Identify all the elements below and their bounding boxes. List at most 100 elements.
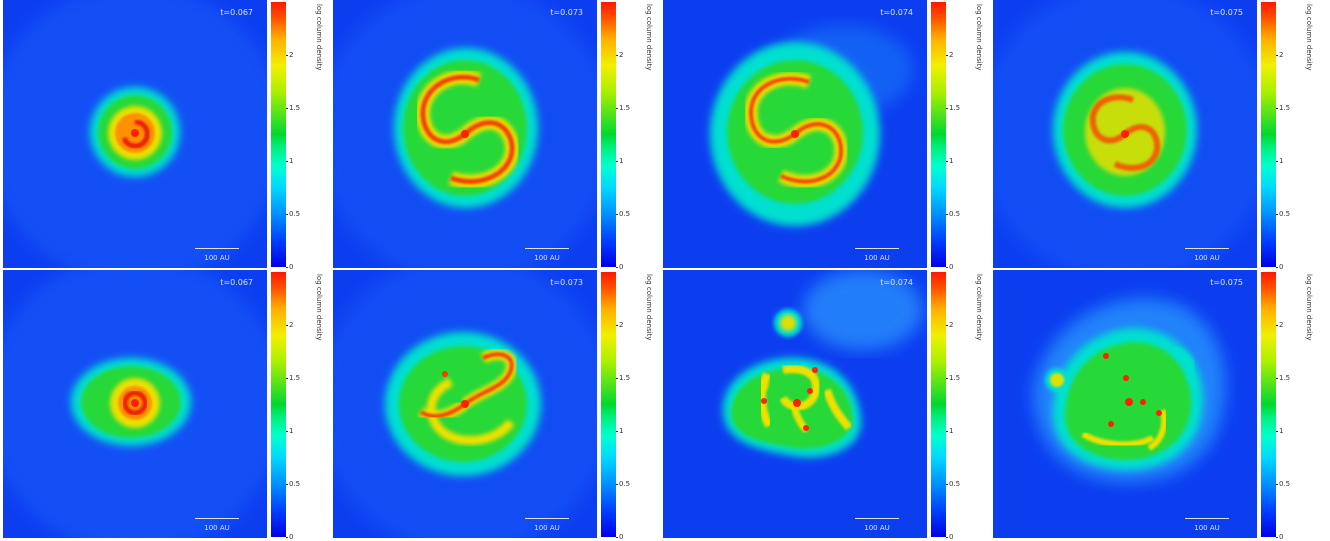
colorbar-ticks: 0 0.5 1 1.5 2 bbox=[615, 2, 636, 271]
colorbar-label-box: log column density bbox=[643, 4, 655, 94]
colorbar-tick: 0.5 bbox=[615, 210, 631, 218]
scale-bar: 100 AU bbox=[525, 248, 569, 262]
scale-bar: 100 AU bbox=[855, 248, 899, 262]
colorbar-tick: 2 bbox=[945, 51, 954, 59]
colorbar-ticks: 0 0.5 1 1.5 2 bbox=[1275, 2, 1296, 271]
scale-bar: 100 AU bbox=[855, 518, 899, 532]
colorbar-label-box: log column density bbox=[313, 274, 325, 364]
colorbar-tick: 2 bbox=[945, 321, 954, 329]
time-label: t=0.075 bbox=[1210, 8, 1243, 17]
colorbar-tick: 1 bbox=[615, 427, 624, 435]
colorbar-tick: 2 bbox=[1275, 321, 1284, 329]
colorbar-ticks: 0 0.5 1 1.5 2 bbox=[945, 272, 966, 541]
colorbar bbox=[931, 2, 946, 267]
colorbar-tick: 1.5 bbox=[945, 104, 961, 112]
colorbar-tick: 1 bbox=[1275, 157, 1284, 165]
colorbar-tick: 0.5 bbox=[615, 480, 631, 488]
time-label: t=0.074 bbox=[880, 278, 913, 287]
colorbar-tick: 1 bbox=[1275, 427, 1284, 435]
panel-cell-r0c3: t=0.075 100 AU 0 0.5 1 1.5 2 log column … bbox=[990, 0, 1320, 271]
colorbar-tick: 1 bbox=[285, 157, 294, 165]
colorbar-tick: 0 bbox=[945, 263, 954, 271]
colorbar-ticks: 0 0.5 1 1.5 2 bbox=[285, 272, 306, 541]
colorbar-tick: 2 bbox=[285, 51, 294, 59]
colorbar-tick: 0 bbox=[1275, 263, 1284, 271]
panel-cell-r0c2: t=0.074 100 AU 0 0.5 1 1.5 2 log column … bbox=[660, 0, 990, 271]
colorbar-label: log column density bbox=[645, 274, 653, 341]
colorbar-tick: 1.5 bbox=[285, 374, 301, 382]
colorbar-label: log column density bbox=[315, 274, 323, 341]
density-panel: t=0.073 100 AU bbox=[333, 0, 597, 268]
scale-bar-label: 100 AU bbox=[864, 254, 890, 262]
colorbar-label-box: log column density bbox=[1303, 4, 1315, 94]
scale-bar-label: 100 AU bbox=[204, 524, 230, 532]
colorbar-ticks: 0 0.5 1 1.5 2 bbox=[615, 272, 636, 541]
scale-bar: 100 AU bbox=[1185, 518, 1229, 532]
colorbar-tick: 2 bbox=[615, 321, 624, 329]
colorbar bbox=[601, 272, 616, 537]
colorbar-tick: 0 bbox=[615, 533, 624, 541]
density-image bbox=[3, 270, 267, 538]
panel-cell-r1c2: t=0.074 100 AU 0 0.5 1 1.5 2 log column … bbox=[660, 270, 990, 541]
colorbar-tick: 1.5 bbox=[1275, 374, 1291, 382]
scale-bar: 100 AU bbox=[195, 518, 239, 532]
time-label: t=0.067 bbox=[220, 8, 253, 17]
colorbar bbox=[271, 272, 286, 537]
colorbar-tick: 0 bbox=[1275, 533, 1284, 541]
colorbar-label: log column density bbox=[1305, 4, 1313, 71]
density-image bbox=[993, 270, 1257, 538]
colorbar-tick: 0 bbox=[285, 533, 294, 541]
colorbar-label: log column density bbox=[645, 4, 653, 71]
scale-bar-label: 100 AU bbox=[864, 524, 890, 532]
density-panel: t=0.075 100 AU bbox=[993, 270, 1257, 538]
scale-bar: 100 AU bbox=[525, 518, 569, 532]
colorbar bbox=[271, 2, 286, 267]
density-image bbox=[663, 0, 927, 268]
panel-cell-r0c0: t=0.067 100 AU 0 0.5 1 1.5 2 log column … bbox=[0, 0, 330, 271]
time-label: t=0.073 bbox=[550, 8, 583, 17]
colorbar-tick: 0.5 bbox=[1275, 210, 1291, 218]
scale-bar-label: 100 AU bbox=[1194, 254, 1220, 262]
colorbar bbox=[1261, 272, 1276, 537]
colorbar-label: log column density bbox=[975, 4, 983, 71]
colorbar-tick: 2 bbox=[615, 51, 624, 59]
colorbar-tick: 1.5 bbox=[615, 104, 631, 112]
panel-cell-r1c0: t=0.067 100 AU 0 0.5 1 1.5 2 log column … bbox=[0, 270, 330, 541]
colorbar-tick: 1 bbox=[285, 427, 294, 435]
scale-bar: 100 AU bbox=[1185, 248, 1229, 262]
colorbar-label: log column density bbox=[1305, 274, 1313, 341]
time-label: t=0.074 bbox=[880, 8, 913, 17]
colorbar-tick: 1 bbox=[945, 427, 954, 435]
density-panel: t=0.074 100 AU bbox=[663, 0, 927, 268]
density-image bbox=[333, 0, 597, 268]
colorbar-tick: 2 bbox=[285, 321, 294, 329]
colorbar bbox=[931, 272, 946, 537]
colorbar-tick: 0.5 bbox=[285, 210, 301, 218]
scale-bar-label: 100 AU bbox=[534, 254, 560, 262]
density-panel: t=0.067 100 AU bbox=[3, 270, 267, 538]
density-panel: t=0.074 100 AU bbox=[663, 270, 927, 538]
density-image bbox=[993, 0, 1257, 268]
scale-bar-label: 100 AU bbox=[1194, 524, 1220, 532]
colorbar-tick: 2 bbox=[1275, 51, 1284, 59]
colorbar-ticks: 0 0.5 1 1.5 2 bbox=[285, 2, 306, 271]
panel-cell-r0c1: t=0.073 100 AU 0 0.5 1 1.5 2 log column … bbox=[330, 0, 660, 271]
time-label: t=0.067 bbox=[220, 278, 253, 287]
density-image bbox=[3, 0, 267, 268]
colorbar-tick: 1.5 bbox=[615, 374, 631, 382]
colorbar-label-box: log column density bbox=[1303, 274, 1315, 364]
colorbar-tick: 1 bbox=[945, 157, 954, 165]
density-panel: t=0.075 100 AU bbox=[993, 0, 1257, 268]
density-image bbox=[333, 270, 597, 538]
colorbar-label: log column density bbox=[315, 4, 323, 71]
scale-bar-label: 100 AU bbox=[534, 524, 560, 532]
scale-bar: 100 AU bbox=[195, 248, 239, 262]
colorbar-tick: 0 bbox=[615, 263, 624, 271]
colorbar-ticks: 0 0.5 1 1.5 2 bbox=[945, 2, 966, 271]
scale-bar-label: 100 AU bbox=[204, 254, 230, 262]
colorbar-tick: 1.5 bbox=[285, 104, 301, 112]
colorbar-ticks: 0 0.5 1 1.5 2 bbox=[1275, 272, 1296, 541]
colorbar-label-box: log column density bbox=[973, 4, 985, 94]
density-image bbox=[663, 270, 927, 538]
